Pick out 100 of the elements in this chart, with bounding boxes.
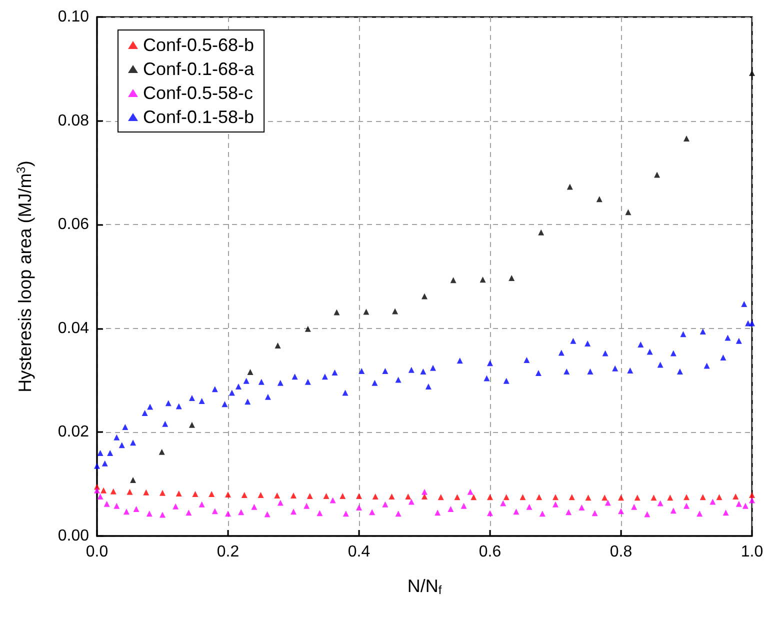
- point: [657, 500, 664, 506]
- point: [566, 184, 573, 190]
- point: [513, 508, 520, 515]
- point: [460, 502, 467, 509]
- point: [104, 500, 110, 507]
- point: [241, 492, 248, 498]
- point: [448, 506, 454, 512]
- point: [94, 487, 100, 494]
- point: [225, 491, 231, 498]
- point: [277, 500, 284, 506]
- point: [422, 488, 428, 495]
- point: [212, 508, 218, 514]
- point: [382, 501, 388, 508]
- point: [470, 494, 477, 500]
- point: [264, 511, 270, 518]
- y-tick-label: 0.08: [58, 112, 90, 130]
- point: [356, 504, 362, 510]
- point: [667, 494, 674, 501]
- point: [372, 494, 378, 500]
- point: [684, 135, 690, 142]
- point: [158, 448, 165, 455]
- point: [487, 510, 493, 516]
- point: [670, 508, 676, 514]
- point: [585, 494, 592, 501]
- point: [604, 500, 611, 506]
- point: [749, 497, 755, 504]
- point: [487, 494, 493, 500]
- point: [369, 509, 376, 516]
- point: [251, 504, 258, 510]
- x-tick-label: 0.6: [478, 544, 502, 560]
- point: [290, 492, 296, 499]
- point: [342, 510, 349, 517]
- point: [340, 493, 346, 500]
- point: [392, 308, 398, 314]
- x-tick-label: 0.8: [610, 544, 632, 560]
- point: [188, 422, 195, 428]
- point: [100, 487, 107, 494]
- point: [160, 512, 166, 518]
- point: [192, 490, 198, 497]
- legend-label: Conf-0.1-68-a: [143, 59, 256, 79]
- point: [722, 510, 729, 516]
- point: [146, 510, 152, 517]
- point: [539, 510, 546, 517]
- point: [225, 510, 231, 517]
- point: [334, 309, 340, 316]
- point: [625, 209, 632, 216]
- point: [500, 500, 506, 506]
- point: [176, 490, 182, 496]
- point: [330, 497, 336, 504]
- y-tick-label: 0.10: [58, 8, 90, 26]
- point: [536, 494, 542, 500]
- point: [592, 510, 598, 516]
- point: [742, 502, 748, 509]
- y-axis-title: Hysteresis loop area (MJ/m3): [14, 160, 35, 392]
- point: [363, 308, 370, 315]
- point: [454, 494, 460, 500]
- point: [422, 494, 428, 500]
- point: [274, 342, 281, 349]
- point: [304, 326, 311, 332]
- point: [388, 494, 395, 500]
- point: [422, 293, 428, 300]
- point: [247, 368, 254, 375]
- point: [130, 476, 136, 483]
- legend-label: Conf-0.5-58-c: [143, 83, 254, 103]
- point: [208, 490, 215, 497]
- point: [710, 498, 716, 505]
- point: [274, 492, 280, 499]
- point: [538, 229, 544, 236]
- point: [578, 504, 585, 510]
- point: [172, 503, 179, 510]
- point: [306, 493, 313, 500]
- point: [356, 493, 362, 500]
- legend-label: Conf-0.5-68-b: [143, 35, 254, 55]
- point: [123, 508, 130, 515]
- point: [395, 510, 402, 517]
- point: [160, 490, 166, 496]
- point: [408, 498, 414, 505]
- point: [634, 494, 640, 501]
- point: [631, 504, 638, 510]
- point: [526, 504, 532, 510]
- point: [186, 510, 192, 516]
- point: [596, 196, 602, 202]
- point: [618, 508, 624, 514]
- point: [133, 506, 140, 512]
- point: [434, 510, 441, 516]
- point: [405, 494, 412, 500]
- point: [568, 494, 575, 500]
- point: [290, 508, 296, 515]
- point: [684, 494, 690, 500]
- point: [508, 275, 515, 282]
- point: [732, 494, 739, 500]
- x-tick-label: 0.2: [216, 544, 240, 560]
- point: [684, 502, 690, 509]
- point: [114, 502, 120, 509]
- x-tick-label: 1.0: [740, 544, 764, 560]
- point: [520, 494, 526, 500]
- point: [323, 493, 330, 500]
- point: [696, 510, 703, 517]
- point: [618, 494, 624, 501]
- y-tick-label: 0.00: [58, 528, 90, 544]
